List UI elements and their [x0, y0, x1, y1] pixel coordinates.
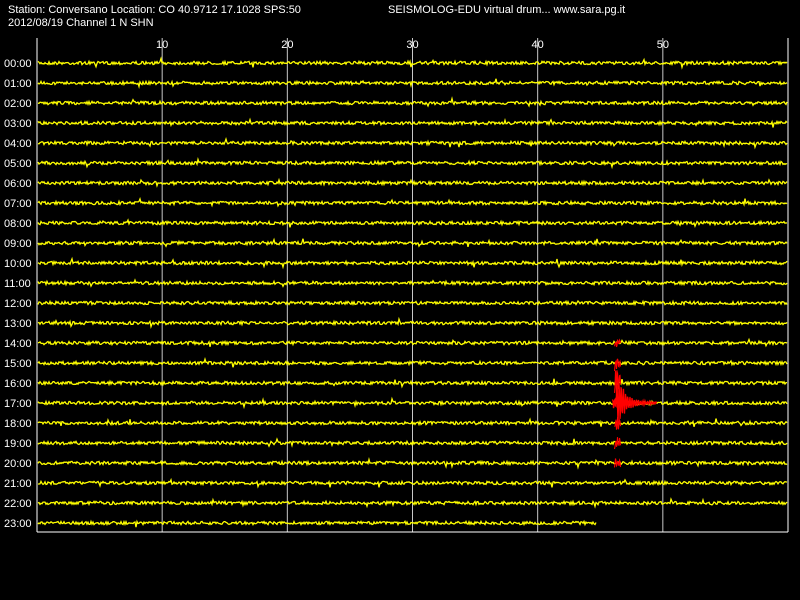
trace-line: [37, 136, 788, 150]
minute-tick-label: 40: [532, 39, 544, 51]
trace-line: [37, 337, 788, 348]
trace-line: [37, 157, 788, 170]
event-bleed: [613, 358, 622, 372]
event-bleed: [614, 416, 622, 430]
trace-line: [37, 437, 788, 448]
hour-label: 04:00: [4, 138, 32, 150]
hour-label: 13:00: [4, 318, 32, 330]
hour-label: 16:00: [4, 378, 32, 390]
hour-label: 11:00: [4, 278, 31, 290]
traces: [37, 56, 788, 528]
hour-axis: 00:00 01:00 02:00 03:00 04:00 05:00 06:00 07:00…: [4, 58, 32, 530]
trace-line: [37, 197, 788, 208]
hour-label: 18:00: [4, 418, 32, 430]
event-bleed: [613, 370, 622, 394]
date-channel: 2012/08/19 Channel 1 N SHN: [8, 17, 154, 29]
hour-label: 19:00: [4, 438, 32, 450]
hour-label: 07:00: [4, 198, 32, 210]
trace-line: [37, 56, 788, 70]
trace-line: [37, 456, 788, 470]
hour-label: 20:00: [4, 458, 32, 470]
trace-line: [37, 177, 788, 188]
trace-line: [37, 417, 788, 427]
minute-tick-label: 10: [156, 39, 168, 51]
hour-label: 14:00: [4, 338, 32, 350]
trace-line: [37, 519, 597, 528]
trace-line: [37, 378, 787, 389]
trace-line: [37, 396, 788, 410]
event-bleed: [613, 338, 622, 348]
trace-line: [37, 497, 788, 509]
hour-label: 21:00: [4, 478, 32, 490]
drum-frame: [36, 38, 789, 533]
hour-label: 03:00: [4, 118, 32, 130]
hour-label: 23:00: [4, 518, 32, 530]
hour-label: 09:00: [4, 238, 32, 250]
minute-grid: [161, 38, 664, 532]
hour-label: 10:00: [4, 258, 32, 270]
event-bleed: [613, 437, 622, 450]
trace-line: [37, 218, 788, 228]
station-info: Station: Conversano Location: CO 40.9712…: [8, 4, 301, 16]
hour-label: 02:00: [4, 98, 32, 110]
event-waveform: [611, 370, 658, 423]
trace-line: [37, 278, 788, 288]
hour-label: 22:00: [4, 498, 32, 510]
trace-line: [37, 316, 788, 330]
trace-line: [37, 117, 788, 128]
hour-label: 00:00: [4, 58, 32, 70]
trace-line: [38, 477, 788, 489]
trace-line: [37, 299, 788, 307]
minute-tick-label: 20: [281, 39, 293, 51]
minute-axis: 10 20 30 40 50: [156, 39, 669, 51]
event-bleed: [613, 458, 622, 468]
minute-tick-label: 30: [406, 39, 418, 51]
trace-line: [37, 256, 788, 270]
hour-label: 05:00: [4, 158, 32, 170]
hour-label: 08:00: [4, 218, 32, 230]
hour-label: 12:00: [4, 298, 32, 310]
hour-label: 17:00: [4, 398, 32, 410]
trace-line: [37, 237, 788, 248]
hour-label: 01:00: [4, 78, 32, 90]
trace-line: [37, 78, 788, 90]
minute-tick-label: 50: [657, 39, 669, 51]
drum-title: SEISMOLOG-EDU virtual drum... www.sara.p…: [388, 4, 626, 16]
hour-label: 15:00: [4, 358, 32, 370]
trace-line: [37, 357, 788, 368]
trace-line: [37, 96, 788, 108]
event-signature: [611, 338, 658, 468]
hour-label: 06:00: [4, 178, 32, 190]
